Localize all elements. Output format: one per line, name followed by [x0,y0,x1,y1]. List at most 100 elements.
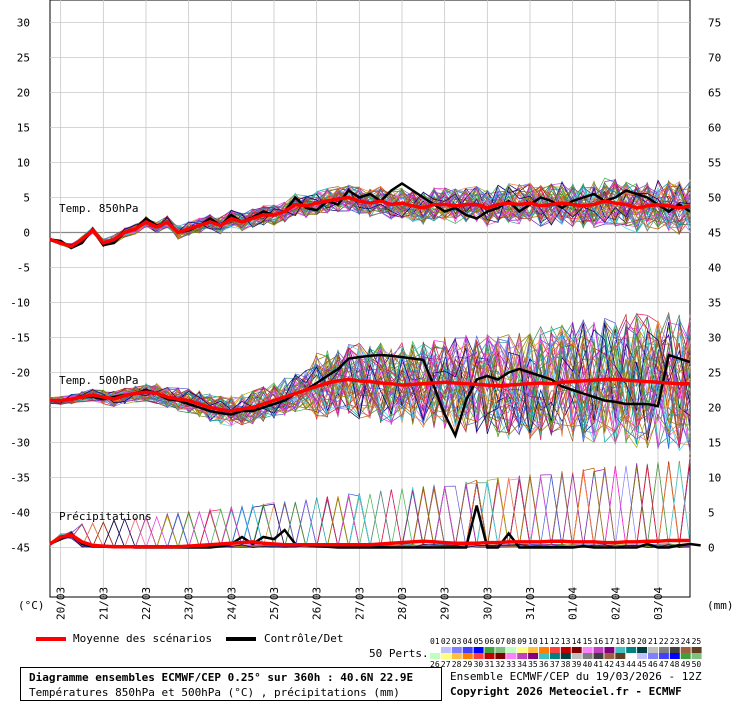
member-line-t500 [49,332,691,439]
pert-number-top: 14 [572,637,582,646]
left-unit-label: (°C) [18,599,45,612]
mean-line-t500 [50,377,690,413]
right-unit-label: (mm) [707,599,734,612]
date-tick-label: 25/03 [268,587,281,620]
pert-number-bottom: 39 [572,660,582,668]
pert-swatch-bottom [648,653,658,659]
left-tick-label: -20 [10,367,30,380]
pert-swatch-bottom [691,653,702,659]
pert-number-bottom: 50 [692,660,702,668]
pert-number-top: 01 [430,637,440,646]
member-line-t500 [49,314,691,452]
date-tick-label: 23/03 [183,587,196,620]
date-tick-label: 28/03 [396,587,409,620]
pert-swatch-bottom [462,653,473,659]
member-line-t850 [49,184,691,249]
member-line-t850 [49,182,691,249]
pert-swatch-bottom [517,653,528,659]
pert-swatch-bottom [582,653,593,659]
pert-number-top: 03 [452,637,462,646]
right-tick-label: 60 [708,122,721,135]
pert-swatch-bottom [615,653,626,659]
left-tick-label: 5 [23,192,30,205]
pert-number-bottom: 27 [441,660,451,668]
pert-swatch-top [582,647,593,653]
pert-number-top: 21 [648,637,658,646]
pert-swatch-bottom [593,653,604,659]
pert-swatch-top [658,647,669,653]
pert-number-bottom: 30 [474,660,484,668]
date-tick-label: 21/03 [97,587,110,620]
left-tick-label: 20 [17,87,30,100]
pert-swatch-top [604,647,615,653]
pert-swatch-bottom [484,653,495,659]
pert-number-bottom: 34 [517,660,527,668]
pert-number-top: 23 [670,637,680,646]
mean-line-precip [49,533,690,549]
pert-number-bottom: 47 [659,660,669,668]
pert-swatch-bottom [658,653,669,659]
right-tick-label: 75 [708,17,721,30]
pert-number-bottom: 32 [495,660,505,668]
pert-swatch-top [451,647,462,653]
legend-mean-swatch [36,637,66,641]
pert-swatch-top [626,647,637,653]
right-tick-label: 0 [708,542,715,555]
pert-number-bottom: 41 [594,660,604,668]
right-tick-label: 50 [708,192,721,205]
pert-swatch-bottom [539,653,549,659]
member-line-t500 [49,317,691,449]
right-tick-label: 65 [708,87,721,100]
date-tick-label: 01/04 [567,587,580,620]
pert-swatch-top [637,647,648,653]
pert-swatch-bottom [560,653,571,659]
mean-line-t850 [49,195,691,249]
left-tick-label: -15 [10,332,30,345]
pert-swatch-bottom [451,653,462,659]
pert-number-bottom: 43 [615,660,625,668]
right-tick-label: 55 [708,157,721,170]
pert-swatch-top [648,647,658,653]
pert-swatch-bottom [669,653,680,659]
caption-title: Diagramme ensembles ECMWF/CEP 0.25° sur … [29,671,414,684]
right-tick-label: 40 [708,262,721,275]
perturbation-legend-grid: 01 26 02 27 03 28 04 29 05 30 06 31 07 32 08 33 09 34 10 35… [430,637,702,668]
pert-swatch-top [528,647,539,653]
pert-number-bottom: 42 [604,660,614,668]
legend-perts-label: 50 Perts. [369,647,429,660]
pert-swatch-top [691,647,702,653]
pert-swatch-top [539,647,549,653]
pert-number-bottom: 35 [528,660,538,668]
pert-number-top: 12 [550,637,560,646]
caption-subtitle: Températures 850hPa et 500hPa (°C) , pré… [29,686,400,699]
pert-number-top: 17 [604,637,614,646]
pert-swatch-top [484,647,495,653]
pert-swatch-top [669,647,680,653]
pert-swatch-bottom [626,653,637,659]
legend-mean-label: Moyenne des scénarios [73,632,213,645]
pert-swatch-bottom [549,653,560,659]
pert-swatch-bottom [473,653,484,659]
pert-swatch-bottom [528,653,539,659]
member-line-t500 [49,322,691,438]
pert-swatch-bottom [430,653,440,659]
caption-box: Diagramme ensembles ECMWF/CEP 0.25° sur … [20,667,442,701]
left-tick-label: 25 [17,52,30,65]
left-tick-label: -40 [10,507,30,520]
pert-number-top: 08 [506,637,516,646]
right-tick-label: 30 [708,332,721,345]
pert-swatch-top [549,647,560,653]
left-tick-label: 0 [23,227,30,240]
right-tick-label: 5 [708,507,715,520]
pert-number-top: 22 [659,637,669,646]
member-line-t500 [49,319,691,449]
date-tick-label: 22/03 [140,587,153,620]
pert-swatch-top [473,647,484,653]
right-tick-label: 15 [708,437,721,450]
pert-swatch-top [440,647,451,653]
pert-swatch-top [506,647,517,653]
pert-swatch-bottom [495,653,506,659]
member-line-t850 [49,182,691,249]
pert-number-top: 16 [594,637,604,646]
